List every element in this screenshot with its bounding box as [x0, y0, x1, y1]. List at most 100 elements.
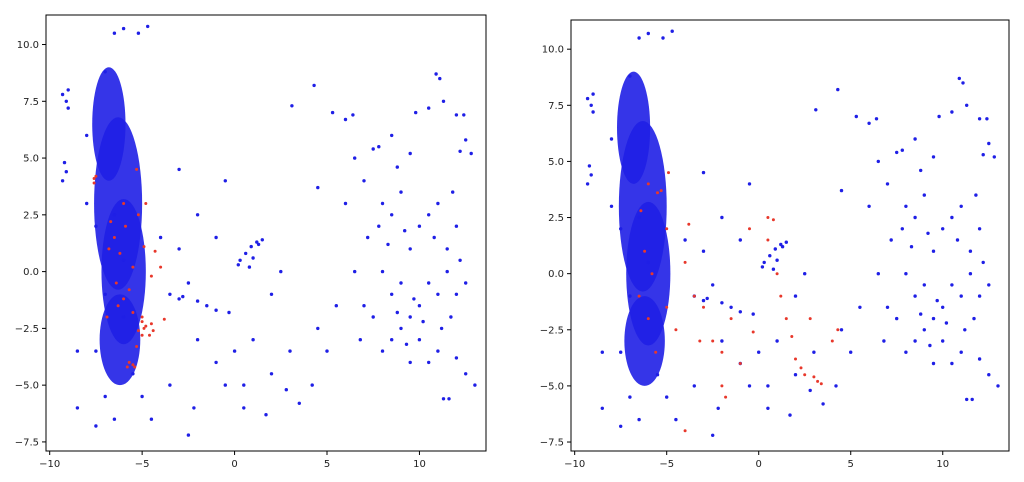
- scatter-point: [981, 153, 985, 157]
- scatter-point: [395, 165, 399, 169]
- scatter-point: [168, 383, 172, 387]
- scatter-point: [121, 315, 126, 319]
- scatter-point: [124, 224, 127, 228]
- scatter-point: [441, 397, 446, 401]
- scatter-point: [256, 242, 261, 247]
- scatter-point: [288, 349, 292, 353]
- scatter-point: [284, 388, 288, 392]
- x-tick-label: 10: [936, 459, 949, 470]
- scatter-point: [131, 372, 135, 376]
- scatter-point: [889, 238, 893, 242]
- scatter-point: [121, 26, 126, 31]
- scatter-point: [325, 349, 329, 353]
- y-tick-label: −5.0: [540, 381, 564, 392]
- scatter-point: [729, 305, 733, 309]
- scatter-point: [242, 406, 246, 410]
- scatter-point: [214, 360, 218, 365]
- scatter-point: [698, 339, 702, 343]
- scatter-point: [454, 113, 459, 117]
- scatter-point: [913, 137, 917, 141]
- scatter-point: [747, 182, 752, 186]
- scatter-point: [996, 384, 1000, 388]
- scatter-point: [643, 249, 647, 253]
- scatter-point: [362, 179, 366, 183]
- scatter-point: [885, 305, 890, 309]
- scatter-point: [963, 328, 967, 332]
- x-tick-label: −5: [135, 459, 150, 470]
- scatter-point: [66, 106, 70, 110]
- scatter-point: [913, 339, 917, 343]
- scatter-point: [747, 384, 752, 388]
- scatter-point: [312, 83, 316, 88]
- scatter-point: [970, 397, 974, 402]
- scatter-point: [192, 406, 196, 410]
- scatter-point: [773, 247, 777, 251]
- x-tick-label: −10: [564, 459, 585, 470]
- scatter-point: [127, 288, 131, 292]
- scatter-point: [454, 356, 459, 360]
- scatter-point: [720, 339, 724, 343]
- scatter-point: [94, 424, 98, 428]
- scatter-point: [60, 92, 65, 97]
- plot-frame: [570, 19, 1010, 452]
- scatter-point: [738, 238, 742, 242]
- scatter-point: [919, 168, 923, 173]
- scatter-point: [716, 406, 720, 410]
- scatter-point: [269, 372, 274, 376]
- scatter-point: [748, 227, 751, 231]
- scatter-point: [133, 365, 137, 369]
- scatter-point: [390, 338, 394, 342]
- scatter-point: [900, 148, 904, 152]
- scatter-point: [876, 272, 880, 276]
- scatter-point: [711, 283, 715, 287]
- scatter-point: [589, 173, 593, 177]
- scatter-point: [974, 193, 978, 197]
- scatter-point: [931, 155, 936, 159]
- scatter-point: [279, 269, 283, 274]
- scatter-point: [904, 204, 908, 208]
- scatter-point: [799, 366, 803, 370]
- scatter-point: [436, 349, 440, 353]
- scatter-point: [987, 283, 991, 287]
- scatter-point: [473, 383, 477, 387]
- scatter-point: [931, 249, 936, 253]
- scatter-point: [922, 193, 926, 197]
- scatter-point: [711, 339, 715, 343]
- scatter-point: [683, 429, 687, 433]
- scatter-point: [977, 357, 982, 361]
- x-tick-label: 0: [756, 459, 762, 470]
- scatter-point: [987, 141, 991, 146]
- y-tick-label: −7.5: [15, 437, 39, 448]
- scatter-point: [904, 272, 908, 276]
- scatter-point: [926, 231, 930, 235]
- scatter-point: [836, 328, 840, 332]
- scatter-point: [959, 350, 963, 354]
- scatter-point: [981, 260, 985, 265]
- scatter-point: [297, 401, 301, 405]
- scatter-point: [655, 373, 660, 377]
- scatter-point: [112, 31, 117, 35]
- scatter-point: [236, 263, 240, 267]
- scatter-point: [955, 238, 960, 242]
- scatter-point: [836, 87, 840, 92]
- scatter-point: [839, 188, 844, 193]
- scatter-point: [142, 245, 146, 249]
- scatter-point: [153, 249, 157, 253]
- scatter-point: [646, 182, 650, 186]
- scatter-point: [158, 235, 163, 240]
- scatter-point: [94, 224, 98, 228]
- scatter-point: [244, 251, 248, 256]
- scatter-point: [445, 247, 449, 251]
- x-tick-label: −5: [659, 459, 674, 470]
- scatter-point: [399, 326, 403, 331]
- scatter-point: [404, 342, 409, 346]
- scatter-point: [656, 191, 659, 195]
- scatter-point: [711, 433, 715, 437]
- scatter-point: [928, 343, 932, 348]
- scatter-point: [441, 99, 446, 104]
- scatter-point: [591, 110, 595, 114]
- scatter-point: [223, 179, 227, 183]
- scatter-point: [808, 317, 812, 321]
- series-1: [92, 167, 166, 369]
- scatter-point: [330, 110, 335, 115]
